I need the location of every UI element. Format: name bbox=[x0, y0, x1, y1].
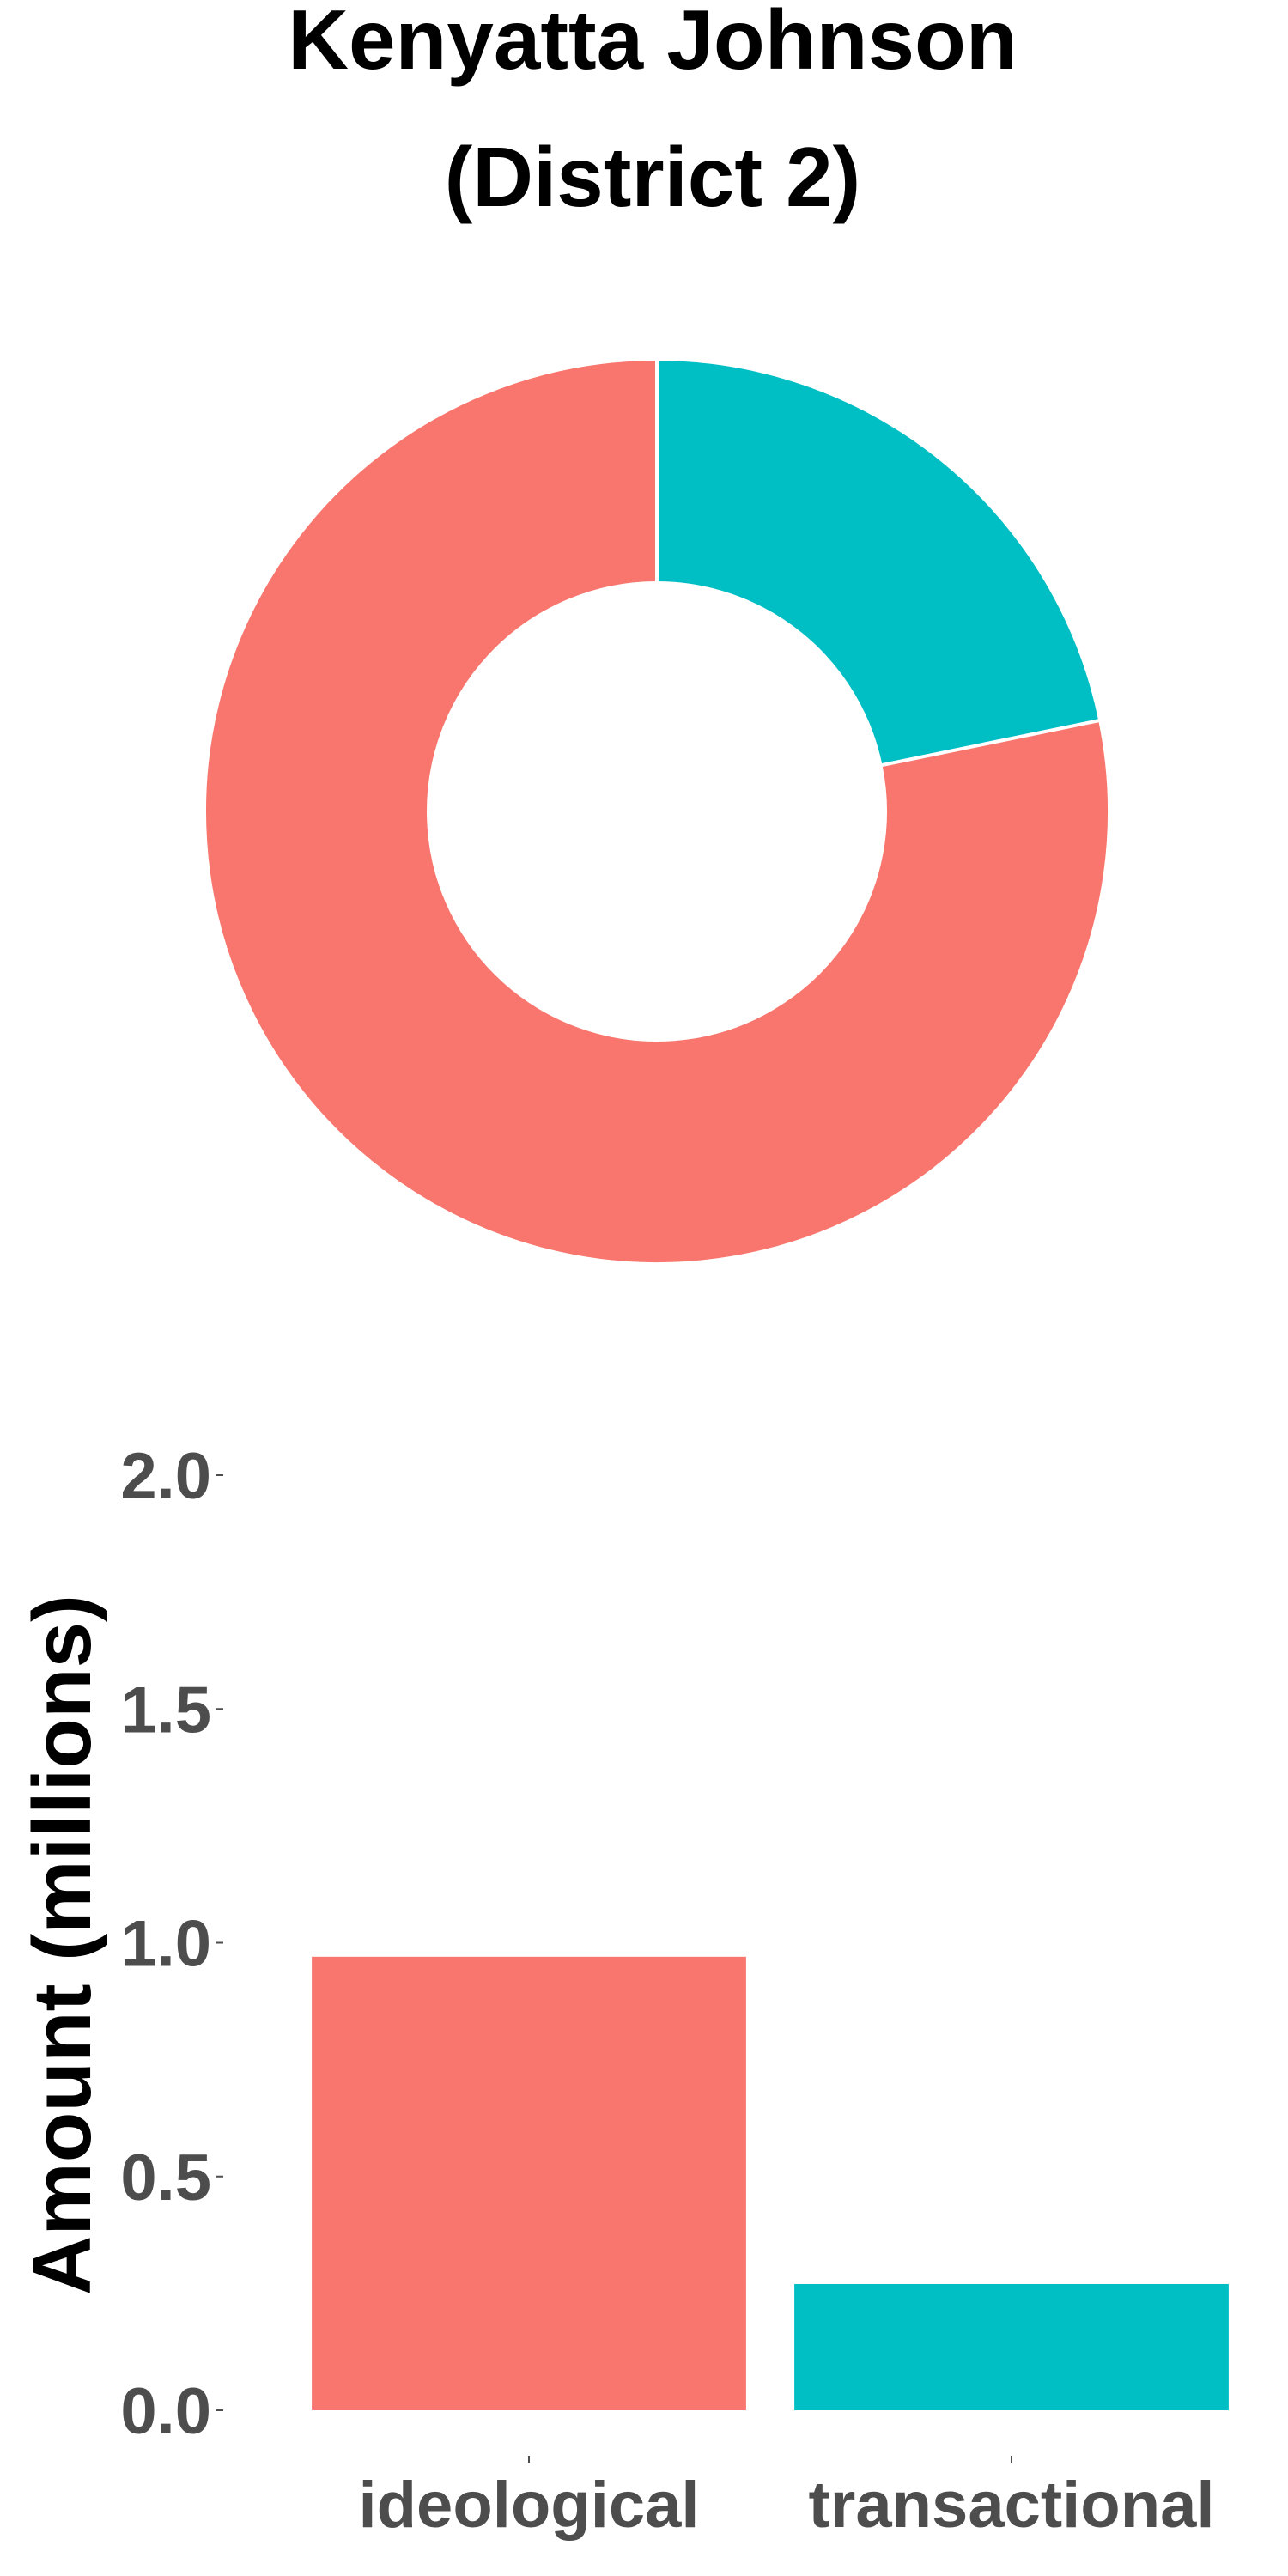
chart-title-line1: Kenyatta Johnson bbox=[288, 0, 1017, 87]
chart-title-line2: (District 2) bbox=[445, 130, 861, 224]
x-tick-label: ideological bbox=[359, 2469, 700, 2542]
x-tick-label: transactional bbox=[808, 2469, 1214, 2542]
donut-slice-ideological bbox=[203, 356, 1111, 1266]
bar-ideological bbox=[312, 1956, 746, 2410]
bar-chart: 0.0 0.5 1.0 1.5 2.0 ideological transactional A… bbox=[16, 1440, 1229, 2542]
bar-transactional bbox=[794, 2283, 1229, 2410]
y-tick-label: 0.5 bbox=[120, 2142, 211, 2215]
y-tick-label: 1.5 bbox=[120, 1674, 211, 1747]
y-tick-label: 2.0 bbox=[120, 1440, 211, 1513]
y-tick-label: 1.0 bbox=[120, 1908, 211, 1981]
donut-chart bbox=[203, 356, 1111, 1266]
donut-slice-transactional bbox=[655, 356, 1103, 768]
y-tick-label: 0.0 bbox=[120, 2375, 211, 2448]
y-axis-title: Amount (millions) bbox=[16, 1595, 108, 2295]
